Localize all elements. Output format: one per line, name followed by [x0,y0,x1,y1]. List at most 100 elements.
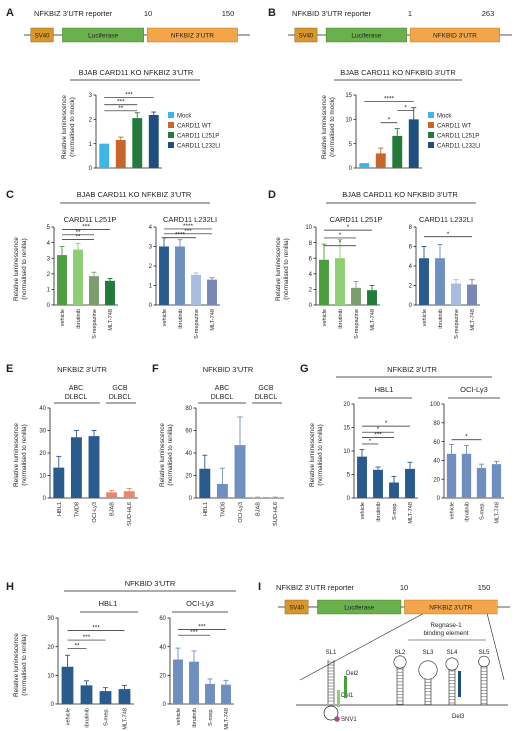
panel-H1-x-label-2: S-mep. [104,708,110,726]
panel-D1-bar-0 [319,259,329,305]
panel-E-title: NFKBIZ 3'UTR [57,365,107,374]
panel-I-snv1-marker [334,716,340,722]
panel-H1-sig-label-1: *** [83,634,91,641]
panel-G-ylabel-2: (normalised to renilla) [317,424,324,485]
panel-C2-y-tick-label-0: 0 [149,303,153,309]
panel-B-chart-title: BJAB CARD11 KO NFKBID 3'UTR [340,68,456,77]
panel-C1-x-label-2: S-mepazine [92,309,98,339]
panel-E-ylabel-2: (normalised to renilla) [21,424,28,485]
panel-G2-y-tick-label-2: 40 [433,459,440,465]
panel-E-group1-line1: ABC [69,385,83,392]
panel-I-sl1-loop [323,705,339,721]
panel-I-num1: 10 [400,583,408,592]
panel-A-num2: 150 [222,9,235,18]
panel-I-sl2-loop [393,655,407,669]
panel-G2-x-label-3: MLT-748 [495,502,501,524]
panel-I-del1-bar [337,690,340,707]
panel-D2-x-label-2: S-mepazine [454,309,460,339]
panel-D-letter: D [268,189,276,201]
panel-B-legend-label-3: CARD11 L232LI [437,144,481,150]
panel-A-y-tick-label-1: 1 [89,142,93,148]
panel-G1-x-label-1: ibrutinib [376,502,382,522]
panel-A-bar-2 [132,118,143,168]
panel-G2-x-label-1: ibrutinib [465,502,471,522]
panel-G2-bar-3 [491,464,502,498]
panel-G1-x-label-3: MLT-748 [408,502,414,524]
panel-A-y-tick-label-2: 2 [89,118,93,124]
panel-G1-sig-label-0: * [369,438,372,445]
panel-A-letter: A [6,7,14,19]
panel-I-sl4-loop [445,657,459,671]
panel-F-y-tick-label-4: 80 [185,406,192,412]
panel-B-sig-label-0: * [388,117,391,124]
panel-C2-x-label-0: vehicle [162,309,168,326]
panel-I-utr-box [404,599,498,615]
panel-F-bar-1 [216,483,228,498]
panel-A-sig-label-1: *** [117,99,125,106]
panel-C2-bar-2 [191,274,201,305]
panel-H2-x-label-2: S-mep. [208,708,214,726]
panel-A-legend-label-1: CARD11 WT [177,124,212,130]
panel-A-chart-title: BJAB CARD11 KO NFKBIZ 3'UTR [79,68,194,77]
panel-D1-bar-2 [351,287,361,305]
panel-I-sl2-label: SL2 [394,649,406,656]
panel-B-legend-swatch-1 [428,122,434,128]
panel-F-x-label-0: HBL1 [203,502,209,516]
panel-E-x-label-1: TMD8 [74,502,80,517]
panel-B-legend-swatch-0 [428,112,434,118]
panel-F-group2-line2: DLBCL [255,394,278,401]
panel-B-y-tick-label-3: 15 [345,93,352,99]
panel-D2-bar-2 [451,283,461,305]
panel-B-num2: 263 [482,9,495,18]
panel-E-y-tick-label-2: 20 [39,451,46,457]
panel-F-bar-3 [252,497,264,498]
panel-A-legend-swatch-0 [168,112,174,118]
panel-H1-bar-1 [80,685,93,704]
panel-H2-sig-label-1: *** [198,623,206,630]
panel-I-sv40-box [284,599,309,615]
panel-I-sl3-loop [418,660,438,680]
panel-I-num2: 150 [478,583,491,592]
panel-B-sv40-box [294,27,318,43]
panel-D-title: BJAB CARD11 KO NFKBID 3'UTR [342,190,458,199]
panel-D2-bar-3 [467,284,477,305]
panel-H2-bar-3 [221,684,231,704]
panel-E-bar-4 [123,491,135,498]
panel-C1-y-tick-label-1: 1 [47,288,51,294]
panel-B-utr-label: NFKBID 3'UTR [433,33,477,40]
panel-E-bar-0 [53,467,65,498]
panel-I-sl5-label: SL5 [478,649,490,656]
panel-B-legend-swatch-2 [428,132,434,138]
panel-D1-y-tick-label-0: 0 [309,303,313,309]
panel-C2-x-label-1: ibrutinib [178,309,184,329]
panel-F-bar-0 [199,468,211,498]
panel-F-ylabel-1: Relative luminescence [159,423,166,487]
panel-B-legend-label-2: CARD11 L251P [437,134,479,140]
panel-H-subtitle-2: OCI-Ly3 [186,599,214,608]
panel-C1-x-label-1: ibrutinib [76,309,82,329]
panel-D-subtitle-1: CARD11 L251P [330,215,383,224]
panel-D1-y-tick-label-4: 8 [309,241,313,247]
panel-G2-bar-2 [476,467,487,498]
panel-G2-y-tick-label-1: 20 [433,477,440,483]
panel-C2-bar-3 [207,279,217,305]
panel-D1-y-tick-label-1: 2 [309,288,313,294]
panel-A-num1: 10 [144,9,152,18]
panel-D2-bar-1 [435,258,445,305]
panel-G1-y-tick-label-2: 10 [343,449,350,455]
panel-C1-sig-label-2: *** [82,223,90,230]
panel-G2-x-label-2: S-mep. [480,502,486,520]
panel-I-del1-label: Del1 [341,693,354,699]
panel-I-luciferase-box [317,599,402,615]
panel-G1-sig-label-1: * [385,420,388,427]
panel-B-y-tick-label-1: 5 [349,142,353,148]
panel-D1-bar-3 [367,290,377,305]
panel-H2-bar-1 [189,661,199,704]
panel-A-legend-label-2: CARD11 L251P [177,134,219,140]
panel-E-letter: E [6,363,13,375]
panel-A-utr-box [146,27,238,43]
panel-F-bar-2 [234,445,246,498]
panel-C2-y-tick-label-1: 1 [149,284,153,290]
panel-G1-sig-label-2: *** [374,431,382,438]
panel-C2-y-tick-label-3: 3 [149,245,153,251]
